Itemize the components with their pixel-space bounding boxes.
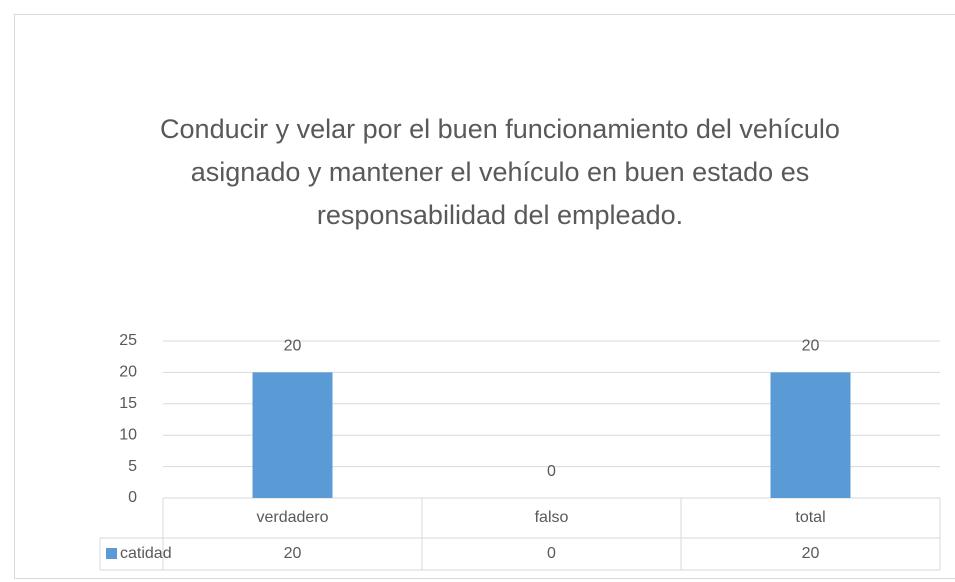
y-tick-label: 0 xyxy=(128,489,137,506)
y-tick-label: 25 xyxy=(119,332,137,349)
chart-title: Conducir y velar por el buen funcionamie… xyxy=(160,114,840,230)
table-value: 0 xyxy=(547,545,556,562)
y-tick-label: 20 xyxy=(119,364,137,381)
x-tick-label: total xyxy=(795,509,825,526)
bar xyxy=(770,372,851,498)
table-value: 20 xyxy=(802,545,820,562)
x-tick-label: verdadero xyxy=(256,509,328,526)
y-tick-label: 5 xyxy=(128,458,137,475)
y-tick-label: 15 xyxy=(119,395,137,412)
table-value: 20 xyxy=(284,545,302,562)
data-label: 20 xyxy=(802,338,820,355)
y-tick-label: 10 xyxy=(119,426,137,443)
data-label: 20 xyxy=(284,338,302,355)
legend-label: catidad xyxy=(120,545,172,562)
data-label: 0 xyxy=(547,463,556,480)
x-tick-label: falso xyxy=(535,509,569,526)
bar xyxy=(252,372,333,498)
legend-swatch xyxy=(106,548,117,559)
